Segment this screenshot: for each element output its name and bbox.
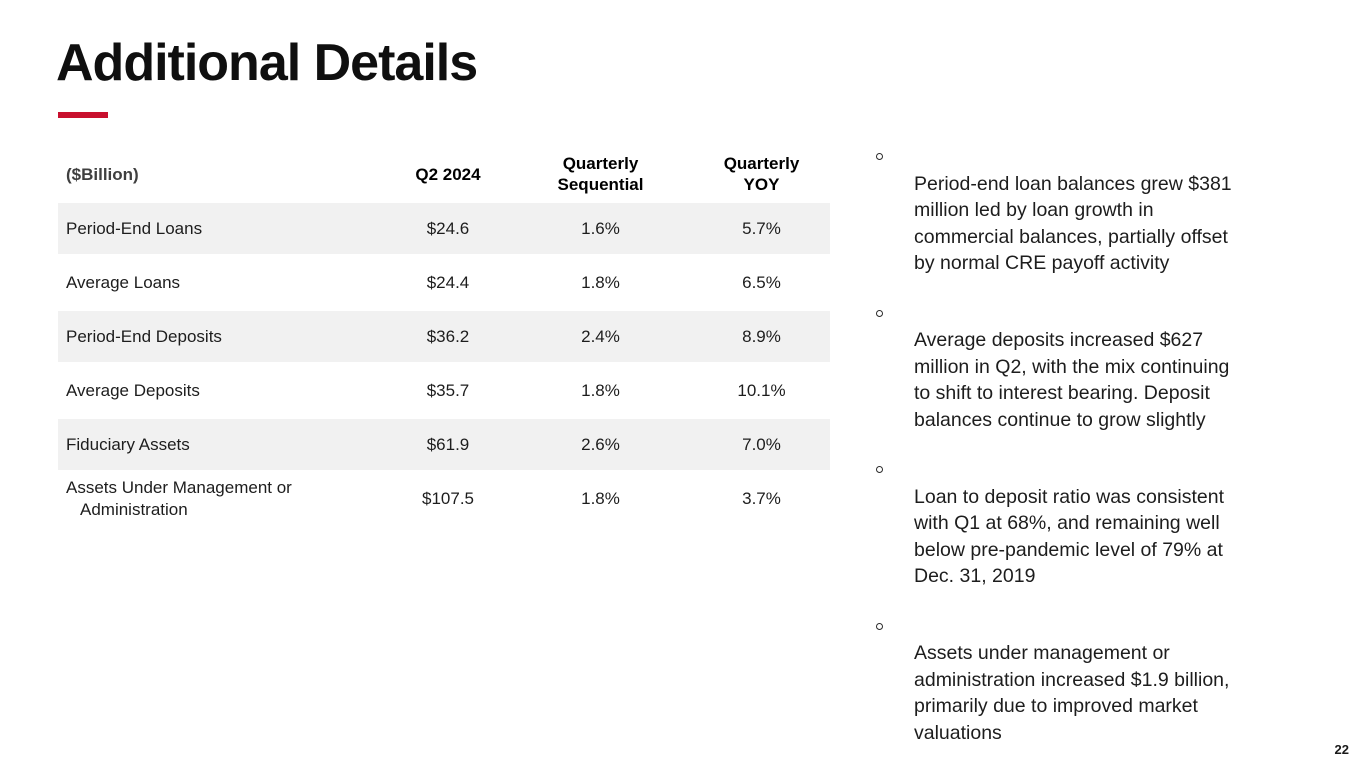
circle-bullet-icon: [876, 466, 883, 473]
cell-quarterly-sequential: 1.6%: [508, 203, 693, 254]
cell-q2-2024: $107.5: [422, 488, 474, 508]
page-title: Additional Details: [56, 34, 478, 92]
bullet-item: Period-end loan balances grew $381 milli…: [868, 144, 1300, 277]
table-row: Period-End Loans $24.6 1.6% 5.7%: [58, 203, 830, 254]
bullet-item: Loan to deposit ratio was consistent wit…: [868, 457, 1300, 590]
table-row: Assets Under Management or Administratio…: [58, 473, 830, 524]
cell-quarterly-sequential: 1.8%: [581, 488, 620, 508]
row-label: Period-End Loans: [58, 203, 388, 254]
cell-q2-2024: $24.4: [426, 272, 470, 292]
cell-quarterly-yoy: 7.0%: [693, 419, 830, 470]
row-label: Assets Under Management or Administratio…: [66, 477, 292, 519]
cell-q2-2024: $36.2: [388, 311, 508, 362]
metrics-table: ($Billion) Q2 2024 Quarterly Sequential …: [58, 145, 830, 527]
cell-quarterly-yoy: 5.7%: [693, 203, 830, 254]
cell-quarterly-yoy: 10.1%: [737, 380, 786, 400]
cell-quarterly-sequential: 1.8%: [581, 272, 620, 292]
bullet-text: Average deposits increased $627 million …: [914, 329, 1230, 431]
table-row: Period-End Deposits $36.2 2.4% 8.9%: [58, 311, 830, 362]
table-row: Average Loans $24.4 1.8% 6.5%: [58, 257, 830, 308]
cell-quarterly-yoy: 6.5%: [742, 272, 781, 292]
table-row: Average Deposits $35.7 1.8% 10.1%: [58, 365, 830, 416]
row-label: Period-End Deposits: [58, 311, 388, 362]
cell-q2-2024: $35.7: [426, 380, 470, 400]
page-number: 22: [1334, 742, 1349, 757]
table-header-row: ($Billion) Q2 2024 Quarterly Sequential …: [58, 148, 830, 200]
table-row: Fiduciary Assets $61.9 2.6% 7.0%: [58, 419, 830, 470]
cell-quarterly-yoy: 3.7%: [742, 488, 781, 508]
bullet-item: Assets under management or administratio…: [868, 614, 1300, 747]
circle-bullet-icon: [876, 153, 883, 160]
bullet-text: Period-end loan balances grew $381 milli…: [914, 172, 1232, 275]
cell-quarterly-sequential: 1.8%: [581, 380, 620, 400]
row-label: Average Deposits: [66, 380, 200, 400]
cell-q2-2024: $61.9: [388, 419, 508, 470]
circle-bullet-icon: [876, 309, 883, 317]
cell-quarterly-sequential: 2.6%: [508, 419, 693, 470]
column-header-quarterly-sequential: Quarterly Sequential: [557, 154, 644, 194]
cell-quarterly-yoy: 8.9%: [693, 311, 830, 362]
title-accent-bar: [58, 112, 108, 118]
cell-q2-2024: $24.6: [388, 203, 508, 254]
circle-bullet-icon: [876, 622, 883, 630]
bullet-text: Assets under management or administratio…: [914, 642, 1230, 744]
bullet-text: Loan to deposit ratio was consistent wit…: [914, 485, 1225, 588]
column-header-q2-2024: Q2 2024: [415, 164, 481, 184]
bullet-item: Average deposits increased $627 million …: [868, 301, 1300, 434]
bullet-list: Period-end loan balances grew $381 milli…: [868, 144, 1300, 769]
column-header-quarterly-yoy: Quarterly YOY: [723, 154, 800, 194]
row-label: Average Loans: [66, 272, 181, 292]
column-header-billion: ($Billion): [66, 164, 139, 184]
cell-quarterly-sequential: 2.4%: [508, 311, 693, 362]
row-label: Fiduciary Assets: [58, 419, 388, 470]
